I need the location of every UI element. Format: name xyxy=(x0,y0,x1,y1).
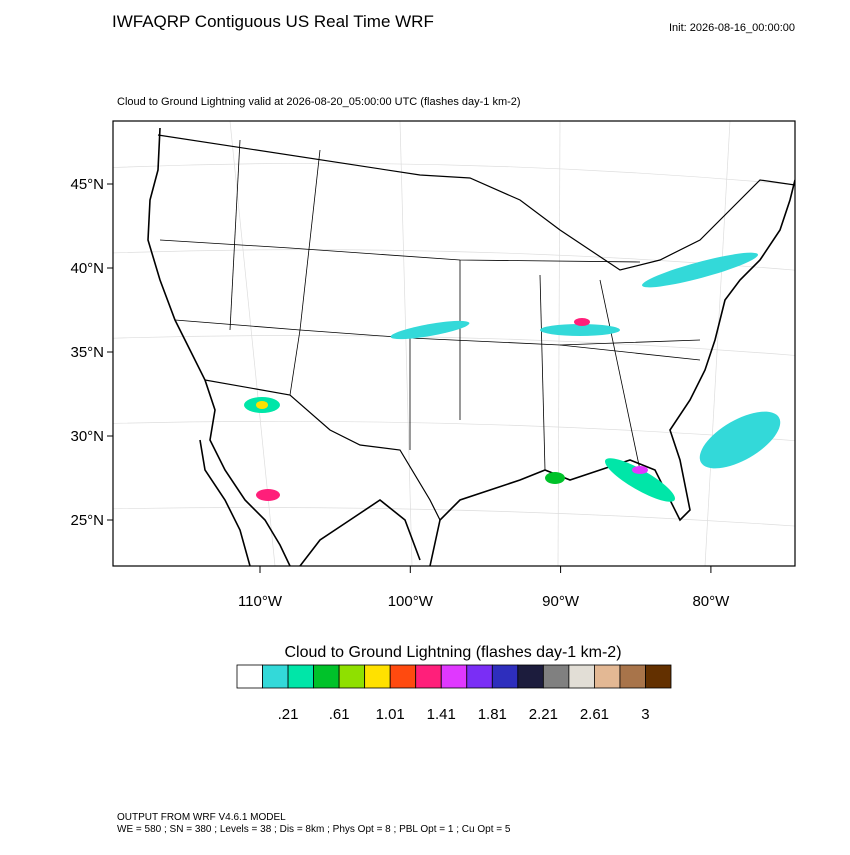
init-time: Init: 2026-08-16_00:00:00 xyxy=(669,22,795,34)
lon-label: 100°W xyxy=(388,593,434,610)
color-swatch xyxy=(389,664,417,689)
color-swatch xyxy=(594,664,621,689)
colorbar-tick-label: 2.61 xyxy=(580,706,609,723)
colorbar: .21 .61 1.01 1.41 1.81 2.21 2.61 3 xyxy=(236,664,672,723)
lon-label: 80°W xyxy=(692,593,730,610)
color-swatch xyxy=(491,664,519,689)
color-swatch xyxy=(568,664,595,689)
color-swatch xyxy=(440,664,468,689)
lon-label: 90°W xyxy=(542,593,580,610)
lat-label: 25°N xyxy=(70,512,104,529)
footer-line: OUTPUT FROM WRF V4.6.1 MODEL xyxy=(117,812,286,823)
map-frame xyxy=(112,120,796,567)
color-swatch xyxy=(619,664,646,689)
map: 45°N 40°N 35°N 30°N 25°N 110°W 100°W 90°W 80°W xyxy=(70,120,796,610)
lat-label: 35°N xyxy=(70,344,104,361)
color-swatch xyxy=(287,664,314,689)
colorbar-tick-label: 3 xyxy=(641,706,649,723)
color-swatch xyxy=(466,664,493,689)
graticule xyxy=(113,121,795,566)
map-body xyxy=(113,121,795,566)
color-swatch xyxy=(415,664,442,689)
colorbar-tick-label: 1.01 xyxy=(376,706,405,723)
lat-label: 45°N xyxy=(70,176,104,193)
color-swatch xyxy=(645,664,672,689)
color-swatch xyxy=(364,664,391,689)
lat-label: 30°N xyxy=(70,428,104,445)
colorbar-tick-label: 1.41 xyxy=(427,706,456,723)
colorbar-tick-label: .21 xyxy=(278,706,299,723)
color-swatch xyxy=(542,664,570,689)
footer-line: WE = 580 ; SN = 380 ; Levels = 38 ; Dis … xyxy=(117,824,511,835)
color-swatch xyxy=(313,664,340,689)
lon-label: 110°W xyxy=(238,593,283,610)
color-swatch xyxy=(517,664,544,689)
lightning-patches xyxy=(244,252,781,502)
colorbar-tick-label: 1.81 xyxy=(478,706,507,723)
color-swatch xyxy=(262,664,289,689)
title: IWFAQRP Contiguous US Real Time WRF xyxy=(112,12,434,31)
color-swatch xyxy=(338,664,366,689)
colorbar-tick-label: .61 xyxy=(329,706,350,723)
color-swatch xyxy=(236,664,263,689)
colorbar-tick-label: 2.21 xyxy=(529,706,558,723)
subtitle: Cloud to Ground Lightning valid at 2026-… xyxy=(117,96,521,108)
lat-label: 40°N xyxy=(70,260,104,277)
colorbar-title: Cloud to Ground Lightning (flashes day-1… xyxy=(284,644,621,661)
